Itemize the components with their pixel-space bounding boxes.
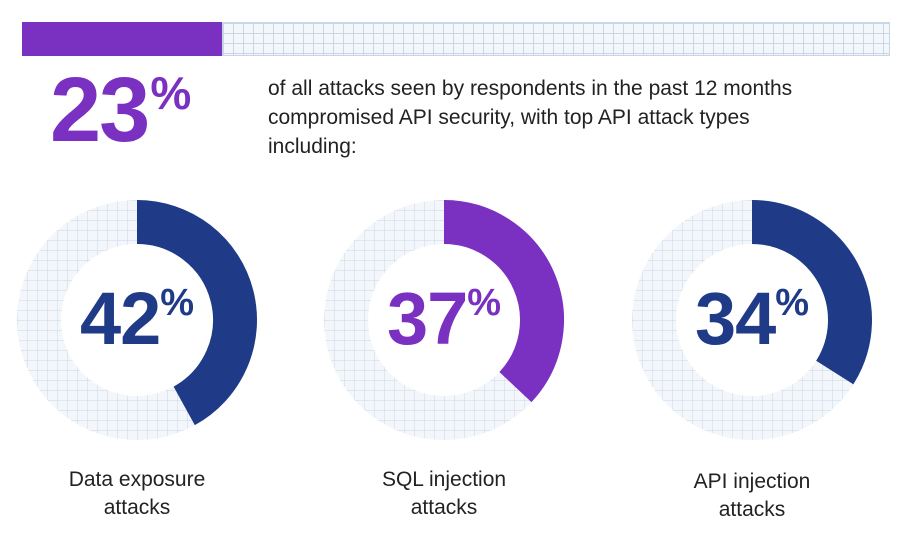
headline-percentage: 23% <box>50 64 191 156</box>
donut-unit: % <box>775 282 810 324</box>
donut-unit: % <box>160 282 195 324</box>
donut-value: 34 <box>694 277 776 360</box>
donut-unit: % <box>467 282 502 324</box>
donut-value: 37 <box>386 277 468 360</box>
donut-label-line2: attacks <box>410 496 478 519</box>
donut-label-line1: SQL injection <box>381 468 507 491</box>
donut-chart-api-injection: 34% <box>632 200 872 440</box>
header-progress-bar <box>22 22 890 56</box>
donut-chart-sql-injection: 37% <box>324 200 564 440</box>
header-bar-fill <box>22 22 222 56</box>
donut-label-line1: API injection <box>693 470 811 493</box>
donut-arc <box>443 200 564 403</box>
donut-svg <box>324 200 564 440</box>
donut-chart-data-exposure: 42% <box>17 200 257 440</box>
donut-svg <box>632 200 872 440</box>
donut-label-line1: Data exposure <box>68 468 206 491</box>
header-bar-grid <box>222 22 890 56</box>
donut-percentage: 34% <box>632 282 872 356</box>
headline-text: of all attacks seen by respondents in th… <box>268 77 793 158</box>
donut-percentage: 42% <box>17 282 257 356</box>
donut-label-line2: attacks <box>718 498 786 521</box>
donut-svg <box>17 200 257 440</box>
donut-label-api-injection: API injection attacks <box>632 468 872 524</box>
donut-percentage: 37% <box>324 282 564 356</box>
donut-label-line2: attacks <box>103 496 171 519</box>
donut-value: 42 <box>79 277 161 360</box>
donut-arc <box>136 200 257 426</box>
headline-value: 23 <box>50 59 150 161</box>
donut-label-data-exposure: Data exposure attacks <box>17 466 257 522</box>
donut-label-sql-injection: SQL injection attacks <box>324 466 564 522</box>
donut-arc <box>751 200 872 385</box>
headline-unit: % <box>150 67 192 119</box>
